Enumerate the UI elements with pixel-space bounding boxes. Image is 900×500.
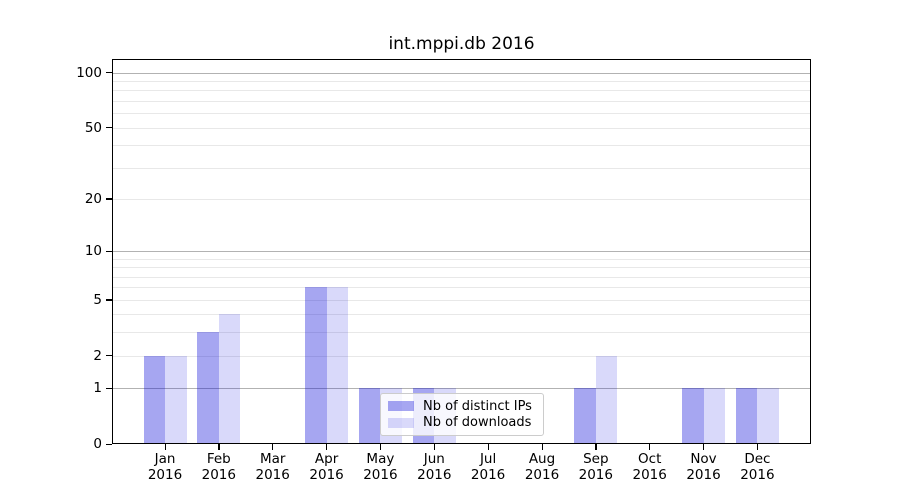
x-tick-mark [218,444,220,450]
legend-swatch-distinct-ips-icon [388,401,414,412]
y-tick-label: 2 [93,347,102,364]
gridline-minor [112,276,811,278]
gridline-minor [112,127,811,129]
legend-entry-downloads: Nb of downloads [388,415,536,431]
x-tick-mark [487,444,489,450]
y-tick-mark [106,387,112,389]
x-tick-mark [433,444,436,450]
x-tick-mark [326,444,328,450]
bar-distinct-ips-feb [197,332,219,444]
y-tick-mark [106,355,112,357]
gridline-minor [112,80,811,82]
x-tick-mark [164,444,166,450]
bar-distinct-ips-nov [682,388,704,444]
bar-downloads-nov [703,388,725,444]
bar-downloads-sep [595,355,618,444]
legend-label-downloads: Nb of downloads [423,415,532,431]
gridline-minor [112,287,811,289]
gridline-minor [112,332,811,334]
y-tick-mark [106,198,112,200]
gridline-minor [112,299,811,301]
gridline-major [112,388,811,390]
gridline-minor [112,90,811,92]
x-tick-mark [379,444,382,450]
y-tick-label: 100 [76,64,102,81]
legend: Nb of distinct IPs Nb of downloads [380,393,544,436]
chart-title: int.mppi.db 2016 [388,34,535,54]
x-tick-mark [703,444,705,450]
legend-label-distinct-ips: Nb of distinct IPs [423,398,532,414]
gridline-minor [112,258,811,260]
gridline-minor [112,100,811,102]
bar-distinct-ips-jan [143,355,165,444]
y-tick-label: 0 [93,436,102,452]
gridline-minor [112,113,811,115]
legend-entry-distinct-ips: Nb of distinct IPs [388,398,536,414]
gridline-minor [112,145,811,147]
gridline-minor [112,167,811,169]
y-tick-label: 10 [84,243,102,259]
bar-distinct-ips-dec [735,388,758,444]
y-tick-label: 1 [93,380,102,397]
y-tick-mark [106,299,112,301]
y-tick-label: 5 [93,291,102,308]
gridline-minor [112,198,811,200]
x-tick-mark [595,444,597,450]
x-tick-mark [649,444,651,450]
gridline-minor [112,267,811,269]
plot-area [112,59,811,444]
gridline-major [112,251,811,252]
x-tick-month: Dec [744,451,771,467]
bar-downloads-jan [165,355,187,444]
y-tick-mark [106,72,112,74]
x-tick-mark [272,444,274,450]
x-tick-mark [756,444,759,450]
bar-distinct-ips-apr [305,287,327,444]
y-tick-mark [106,127,112,129]
gridline-minor [112,314,811,316]
x-tick-mark [541,444,543,450]
bar-downloads-feb [218,314,241,444]
gridline-minor [112,355,811,357]
legend-swatch-downloads-icon [388,417,414,428]
y-tick-mark [106,250,112,252]
y-tick-mark [106,443,112,445]
gridline-major [112,72,811,74]
x-tick-label-dec: Dec 2016 [725,451,789,483]
bar-downloads-dec [757,388,779,444]
y-tick-label: 50 [84,119,102,136]
bar-distinct-ips-may [358,388,381,444]
x-tick-year: 2016 [740,467,775,483]
y-tick-label: 20 [84,190,102,207]
bar-downloads-apr [326,287,349,444]
bar-distinct-ips-sep [574,388,596,444]
